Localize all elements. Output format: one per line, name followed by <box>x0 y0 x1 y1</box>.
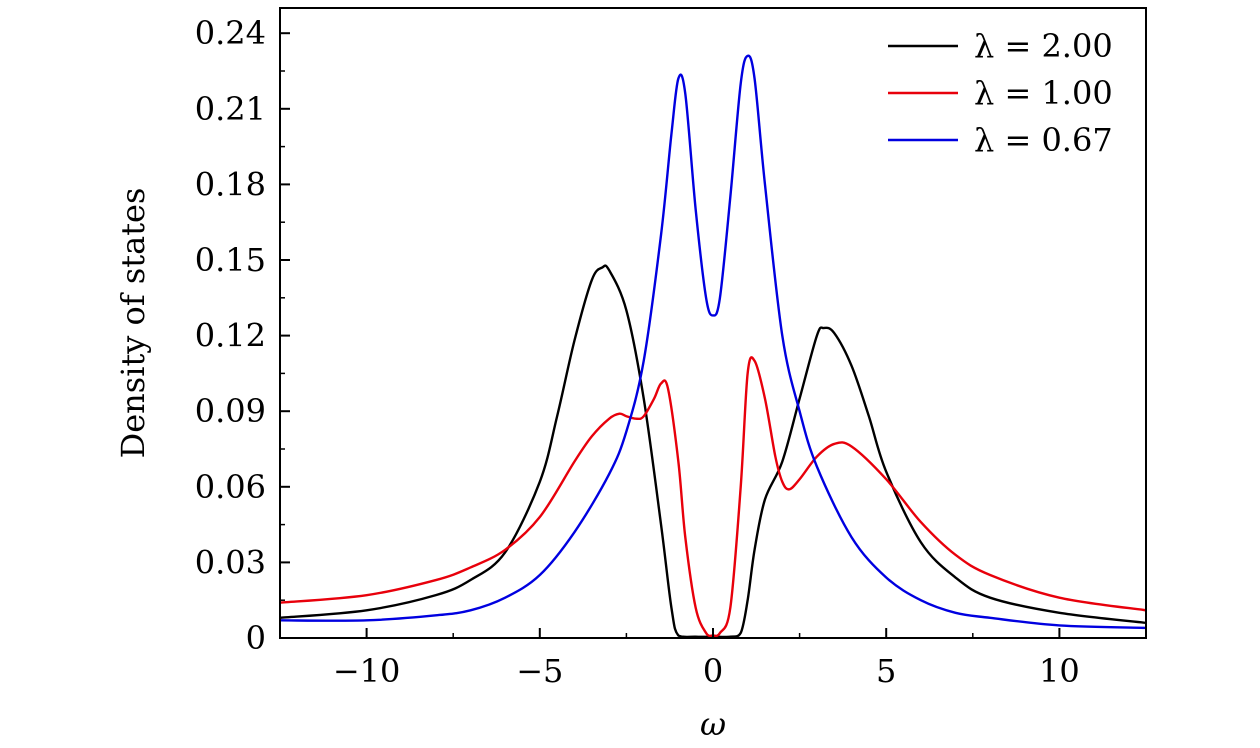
x-axis-ticks: −10 −5 0 5 10 <box>279 628 1147 690</box>
series-line-0 <box>279 264 1147 639</box>
y-tick-label: 0.21 <box>195 90 266 128</box>
x-axis-label: ω <box>700 705 726 743</box>
series-line-1 <box>279 356 1147 638</box>
y-tick-label: 0.09 <box>195 392 266 430</box>
y-tick-label: 0.03 <box>195 543 266 581</box>
x-tick-label: −5 <box>516 652 563 690</box>
y-tick-label: 0.12 <box>195 317 266 355</box>
series-line-2 <box>279 54 1147 630</box>
x-tick-label: 0 <box>703 652 723 690</box>
y-tick-label: 0.15 <box>195 241 266 279</box>
legend: λ = 2.00 λ = 1.00 λ = 0.67 <box>888 27 1113 159</box>
legend-label-1: λ = 1.00 <box>974 74 1113 112</box>
y-tick-label: 0 <box>246 619 266 657</box>
y-tick-label: 0.06 <box>195 468 266 506</box>
x-tick-label: 10 <box>1039 652 1080 690</box>
legend-label-0: λ = 2.00 <box>974 27 1113 65</box>
x-tick-label: 5 <box>876 652 896 690</box>
y-tick-label: 0.24 <box>195 14 266 52</box>
y-tick-label: 0.18 <box>195 165 266 203</box>
legend-label-2: λ = 0.67 <box>974 121 1113 159</box>
x-tick-label: −10 <box>333 652 401 690</box>
y-axis-label: Density of states <box>114 188 152 459</box>
y-axis-ticks: 0 0.03 0.06 0.09 0.12 0.15 0.18 0.21 0.24 <box>195 14 290 657</box>
